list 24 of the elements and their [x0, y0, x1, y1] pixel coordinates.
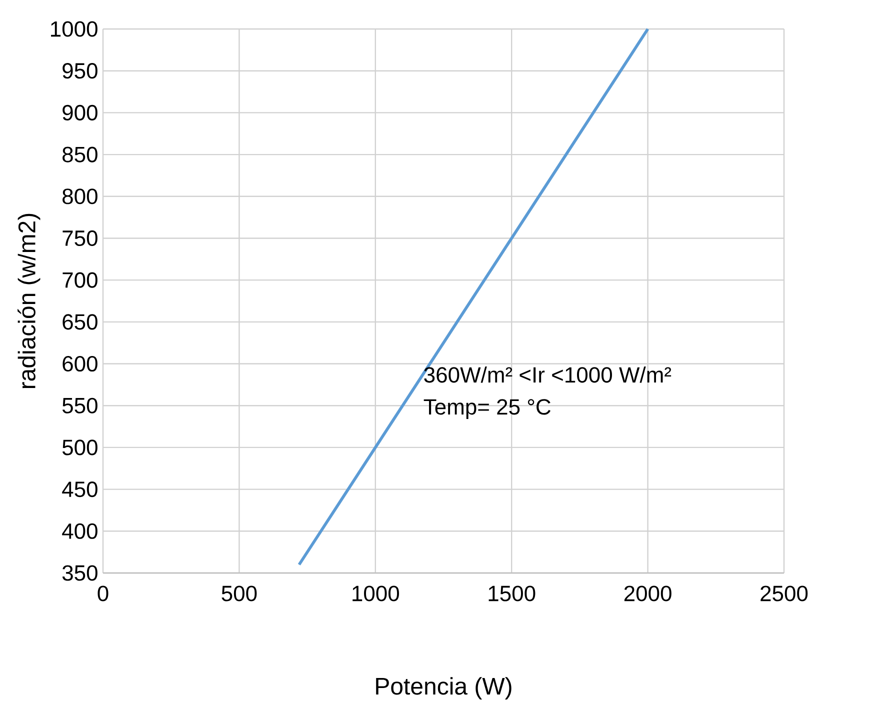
- y-tick-label: 900: [62, 104, 98, 120]
- y-tick-label: 550: [62, 398, 98, 414]
- x-tick-label: 1000: [352, 586, 400, 602]
- y-tick-label: 450: [62, 482, 98, 498]
- x-tick-label: 0: [98, 586, 108, 602]
- y-axis-title: radiación (w/m2): [18, 214, 40, 388]
- x-tick-label: 1500: [488, 586, 536, 602]
- y-tick-label: 700: [62, 272, 98, 288]
- y-tick-label: 400: [62, 523, 98, 539]
- annotation: Temp= 25 °C: [424, 399, 551, 420]
- y-tick-label: 1000: [51, 21, 98, 37]
- y-tick-label: 600: [62, 356, 98, 372]
- y-tick-label: 650: [62, 314, 98, 330]
- x-tick-label: 2500: [760, 586, 808, 602]
- y-tick-label: 750: [62, 230, 98, 246]
- x-axis-title: Potencia (W): [376, 677, 512, 700]
- y-tick-label: 850: [62, 146, 98, 162]
- x-tick-label: 2000: [624, 586, 672, 602]
- y-tick-label: 950: [62, 63, 98, 79]
- y-tick-label: 500: [62, 440, 98, 456]
- y-tick-label: 800: [62, 188, 98, 204]
- annotation: 360W/m² <Ir <1000 W/m²: [424, 366, 672, 383]
- y-tick-label: 350: [62, 565, 98, 581]
- x-tick-label: 500: [222, 586, 257, 602]
